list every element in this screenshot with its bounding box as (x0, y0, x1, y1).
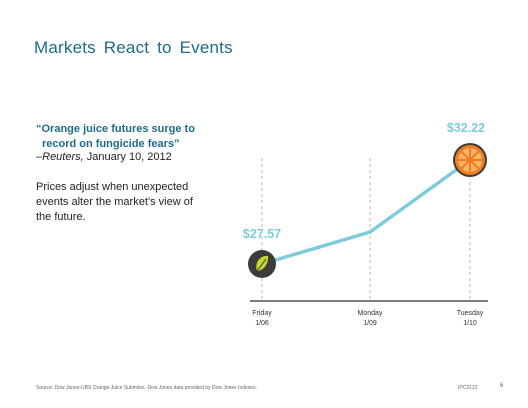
x-tick-label-part: 1/09 (363, 320, 377, 327)
x-tick-label-part: 1/10 (463, 320, 477, 327)
x-tick-label-part: Monday (358, 310, 383, 317)
attribution-date: January 10, 2012 (83, 151, 172, 163)
x-tick-label-1: Monday 1/09 (358, 310, 383, 327)
page-number: 6 (500, 383, 504, 389)
x-tick-label-part: Tuesday (457, 310, 484, 317)
x-tick-label-part: Friday (252, 310, 272, 317)
data-point-1 (368, 230, 372, 235)
quote-line-2: record on fungicide fears” (42, 138, 180, 150)
data-label-2: $32.22 (447, 121, 485, 135)
data-label-0: $27.57 (243, 227, 281, 241)
body-text: Prices adjust when unexpected events alt… (36, 181, 193, 223)
x-tick-label-2: Tuesday 1/10 (457, 310, 484, 327)
quote-attribution: –Reuters, January 10, 2012 (36, 151, 172, 163)
attribution-dash: – (36, 151, 43, 163)
quote-line-1: “Orange juice futures surge to (36, 123, 195, 135)
footer-code: IPC2123 (458, 385, 478, 391)
series-line (260, 158, 472, 266)
orange-center (467, 157, 473, 163)
footer-source: Source: Dow Jones-UBS Orange Juice Subin… (36, 385, 257, 391)
attribution-source: Reuters, (42, 151, 84, 163)
x-tick-label-0: Friday 1/06 (252, 310, 272, 327)
quote: “Orange juice futures surge to record on… (36, 122, 211, 152)
x-tick-label-part: 1/06 (255, 320, 269, 327)
leaf-vein (256, 258, 267, 272)
slide-title: Markets React to Events (34, 38, 233, 57)
